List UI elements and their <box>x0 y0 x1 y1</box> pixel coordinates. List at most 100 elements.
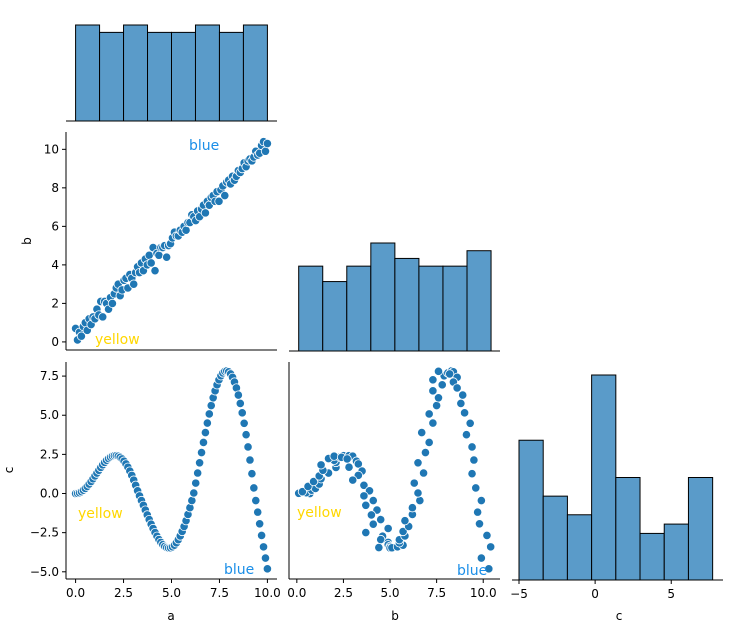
scatter-point <box>417 427 427 438</box>
scatter-point <box>196 447 207 458</box>
hist-bar <box>298 265 324 352</box>
y-tick-label: 0.0 <box>40 487 59 501</box>
scatter-point <box>181 225 191 235</box>
scatter-point <box>233 390 243 400</box>
scatter-point <box>162 252 172 262</box>
x-axis-label-c: c <box>616 609 623 622</box>
hist-bars-c <box>518 374 714 581</box>
scatter-point <box>456 398 466 409</box>
x-tick-label: −5 <box>510 587 528 601</box>
hist-bar <box>147 31 172 122</box>
scatter-point <box>247 469 257 479</box>
ticks-a-col: 0.0 2.5 5.0 7.5 10.0 <box>66 579 281 600</box>
y-tick-label: −5.0 <box>30 565 59 579</box>
hist-bar <box>370 242 396 352</box>
hist-bar <box>394 257 420 352</box>
hist-bar <box>542 495 568 581</box>
scatter-point <box>235 398 245 409</box>
scatter-point <box>486 542 496 552</box>
hist-bar <box>242 24 268 122</box>
y-tick-label: 0 <box>51 335 59 349</box>
scatter-point <box>249 483 259 493</box>
x-tick-label: 5.0 <box>380 586 399 600</box>
scatter-point <box>344 462 354 472</box>
scatter-point <box>316 460 326 470</box>
panel-hist-b <box>289 242 500 352</box>
scatter-point <box>473 507 483 517</box>
hist-bar <box>99 31 125 122</box>
scatter-point <box>154 250 164 260</box>
scatter-point <box>376 515 386 525</box>
scatter-point <box>383 523 393 534</box>
scatter-point <box>459 408 470 418</box>
points-a-b <box>70 137 273 345</box>
panel-scatter-a-b: 0 2 4 6 8 10 b blue yellow <box>20 132 277 351</box>
hist-bar <box>663 523 689 581</box>
hist-bar <box>194 24 220 122</box>
hist-bars-b <box>298 242 492 352</box>
panel-hist-a <box>66 24 277 122</box>
y-axis-label-b: b <box>20 237 34 245</box>
scatter-point <box>262 564 273 574</box>
scatter-point <box>424 409 434 419</box>
hist-bar <box>687 477 714 581</box>
x-axis-label-b: b <box>391 609 399 622</box>
scatter-point <box>437 380 447 390</box>
scatter-point <box>474 519 485 529</box>
y-tick-label: 7.5 <box>40 369 59 383</box>
hist-bar <box>442 265 468 352</box>
scatter-point <box>202 418 212 428</box>
scatter-point <box>364 486 375 496</box>
scatter-point <box>368 495 378 506</box>
panel-hist-c: −5 0 5 c <box>510 374 723 622</box>
hist-bar <box>218 31 244 122</box>
x-tick-label: 10.0 <box>470 586 497 600</box>
ticks-c-row: −5.0 −2.5 0.0 2.5 5.0 7.5 <box>30 369 66 579</box>
scatter-point <box>214 196 224 206</box>
hist-bar <box>518 439 544 581</box>
hist-bar <box>322 281 348 352</box>
hist-bar <box>75 24 101 122</box>
scatter-point <box>428 418 438 428</box>
scatter-point <box>361 500 371 510</box>
scatter-point <box>200 208 211 218</box>
scatter-point <box>418 468 429 478</box>
x-tick-label: 0 <box>591 587 599 601</box>
y-tick-label: 2.5 <box>40 447 59 461</box>
scatter-point <box>482 530 492 541</box>
annotation-yellow-ac: yellow <box>78 506 123 522</box>
scatter-point <box>251 495 261 506</box>
scatter-point <box>146 258 156 268</box>
scatter-point <box>206 400 216 411</box>
scatter-point <box>191 478 201 488</box>
y-tick-label: 5.0 <box>40 408 59 422</box>
points-a-c <box>70 366 273 574</box>
scatter-point <box>467 469 477 479</box>
scatter-point <box>433 393 444 403</box>
scatter-point <box>260 553 271 563</box>
x-axis-label-a: a <box>167 609 174 622</box>
y-tick-label: 8 <box>51 181 59 195</box>
scatter-point <box>150 266 160 276</box>
scatter-point <box>476 495 486 506</box>
scatter-point <box>241 430 251 440</box>
scatter-point <box>297 487 308 497</box>
scatter-point <box>253 507 263 517</box>
scatter-point <box>407 503 417 513</box>
scatter-point <box>452 383 462 393</box>
scatter-point <box>413 488 423 498</box>
scatter-point <box>409 478 419 488</box>
x-tick-label: 5 <box>667 587 675 601</box>
x-tick-label: 0.0 <box>287 586 306 600</box>
scatter-point <box>368 519 378 529</box>
scatter-point <box>428 386 438 396</box>
scatter-point <box>484 564 494 574</box>
scatter-point <box>256 530 267 541</box>
scatter-point <box>420 447 431 458</box>
scatter-point <box>359 491 369 501</box>
hist-bar <box>346 265 372 352</box>
x-tick-label: 7.5 <box>427 586 446 600</box>
scatter-point <box>359 480 369 490</box>
annotation-yellow-bc: yellow <box>297 505 342 521</box>
